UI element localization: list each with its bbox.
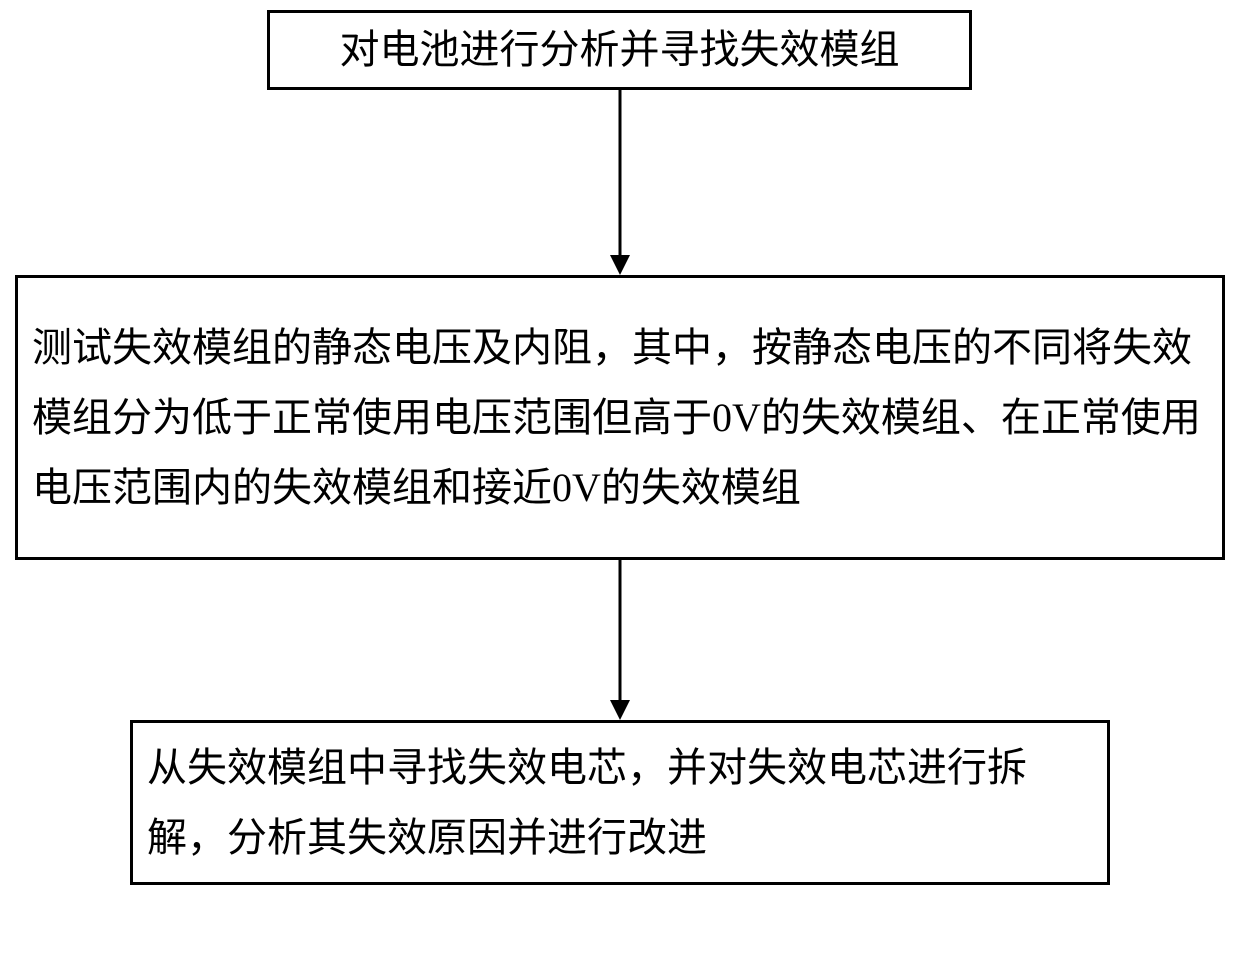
flow-arrow-1 [600, 90, 640, 275]
flow-node-2-text: 测试失效模组的静态电压及内阻，其中，按静态电压的不同将失效模组分为低于正常使用电… [32, 313, 1208, 523]
flow-node-3-text: 从失效模组中寻找失效电芯，并对失效电芯进行拆解，分析其失效原因并进行改进 [147, 733, 1093, 873]
flow-node-2: 测试失效模组的静态电压及内阻，其中，按静态电压的不同将失效模组分为低于正常使用电… [15, 275, 1225, 560]
flow-node-3: 从失效模组中寻找失效电芯，并对失效电芯进行拆解，分析其失效原因并进行改进 [130, 720, 1110, 885]
flow-arrow-2 [600, 560, 640, 720]
flow-node-1: 对电池进行分析并寻找失效模组 [267, 10, 972, 90]
flow-node-1-text: 对电池进行分析并寻找失效模组 [340, 15, 900, 85]
